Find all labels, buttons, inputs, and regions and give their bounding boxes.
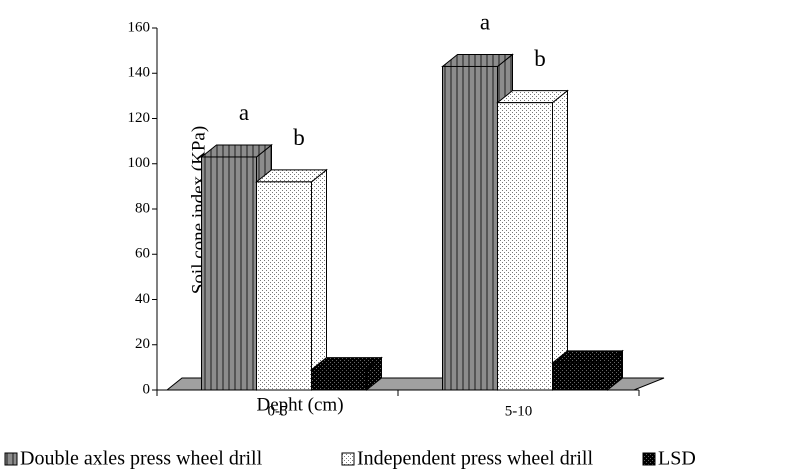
bar bbox=[552, 362, 608, 391]
legend-swatch bbox=[642, 452, 656, 466]
x-tick-label: 5-10 bbox=[505, 403, 533, 419]
legend-swatch bbox=[341, 452, 355, 466]
y-tick-label: 0 bbox=[143, 381, 151, 397]
legend-label: Independent press wheel drill bbox=[357, 448, 593, 470]
bar bbox=[311, 369, 367, 391]
bar-side bbox=[552, 89, 568, 392]
bar-side bbox=[311, 168, 327, 392]
legend-label: LSD bbox=[658, 448, 696, 470]
bar bbox=[497, 102, 553, 391]
y-tick-label: 120 bbox=[128, 110, 151, 126]
bar bbox=[256, 181, 312, 391]
y-tick-label: 100 bbox=[128, 155, 151, 171]
legend-label: Double axles press wheel drill bbox=[20, 448, 263, 470]
x-tick-label: 0-5 bbox=[268, 403, 288, 419]
bar-annotation: a bbox=[480, 10, 490, 35]
bar bbox=[442, 65, 498, 391]
y-tick-label: 80 bbox=[135, 200, 150, 216]
bar-annotation: b bbox=[293, 125, 305, 150]
y-tick-label: 160 bbox=[128, 19, 151, 35]
bar-annotation: a bbox=[239, 100, 249, 125]
bar-annotation: b bbox=[534, 46, 546, 71]
bar bbox=[201, 156, 257, 391]
x-axis-title: Depht (cm) bbox=[256, 394, 343, 415]
y-tick-label: 20 bbox=[135, 336, 150, 352]
y-tick-label: 60 bbox=[135, 246, 150, 262]
legend-swatch bbox=[4, 452, 18, 466]
y-tick-label: 40 bbox=[135, 291, 150, 307]
y-tick-label: 140 bbox=[128, 65, 151, 81]
